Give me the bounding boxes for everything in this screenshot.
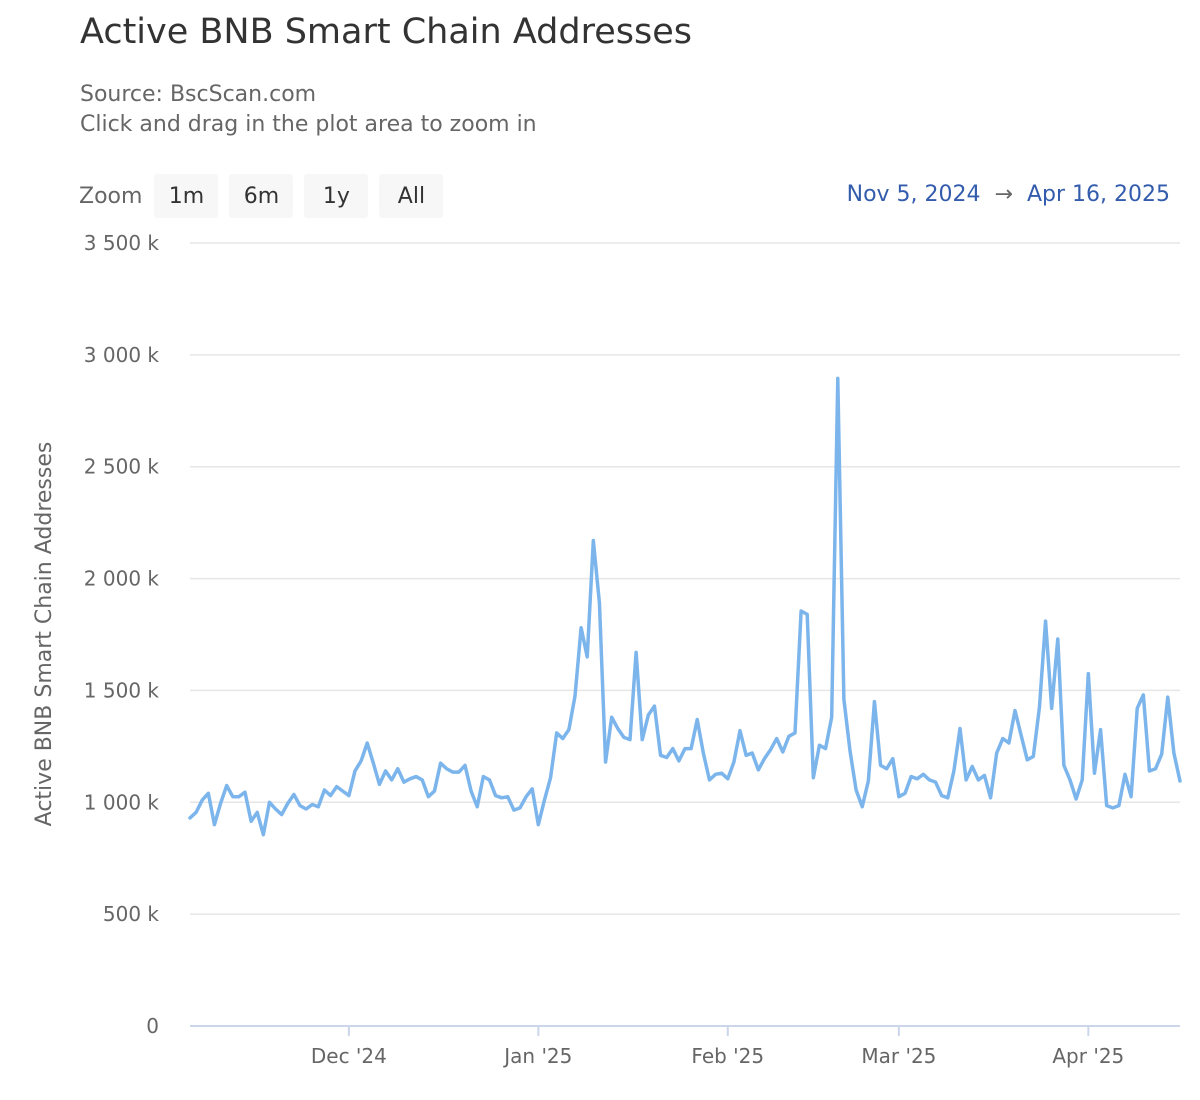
y-tick-label: 2 000 k [84, 567, 160, 591]
zoom-selector: Zoom 1m 6m 1y All [79, 174, 454, 218]
x-tick-label: Mar '25 [861, 1044, 936, 1068]
date-range-display: Nov 5, 2024 → Apr 16, 2025 [847, 182, 1170, 207]
series-line[interactable] [188, 376, 1182, 837]
grid-lines [190, 242, 1180, 915]
x-axis: Dec '24 Jan '25 Feb '25 Mar '25 Apr '25 [190, 1025, 1180, 1068]
zoom-1m-button[interactable]: 1m [154, 174, 219, 218]
range-to-date[interactable]: Apr 16, 2025 [1026, 182, 1170, 207]
zoom-6m-button[interactable]: 6m [229, 174, 294, 218]
range-arrow-icon: → [994, 182, 1013, 207]
zoom-label: Zoom [79, 183, 143, 209]
range-from-date[interactable]: Nov 5, 2024 [846, 182, 981, 207]
y-axis-title: Active BNB Smart Chain Addresses [32, 442, 57, 827]
y-tick-label: 1 500 k [84, 678, 160, 702]
chart-source: Source: BscScan.com [80, 82, 317, 107]
y-tick-label: 500 k [103, 902, 160, 926]
series-group [188, 376, 1182, 837]
zoom-1y-button[interactable]: 1y [304, 174, 369, 218]
zoom-hint: Click and drag in the plot area to zoom … [80, 112, 537, 137]
x-tick-label: Apr '25 [1052, 1044, 1124, 1068]
zoom-all-button[interactable]: All [379, 174, 444, 218]
x-tick-label: Jan '25 [502, 1044, 572, 1068]
y-tick-label: 2 500 k [84, 455, 160, 479]
y-tick-label: 3 000 k [84, 343, 160, 367]
chart-title: Active BNB Smart Chain Addresses [80, 12, 692, 52]
y-tick-label: 0 [146, 1014, 159, 1038]
x-tick-label: Dec '24 [311, 1044, 387, 1068]
x-tick-label: Feb '25 [691, 1044, 764, 1068]
y-tick-label: 1 000 k [84, 790, 160, 814]
y-tick-label: 3 500 k [84, 231, 160, 255]
y-axis-labels: 0 500 k 1 000 k 1 500 k 2 000 k 2 500 k 3 000 … [84, 231, 160, 1038]
